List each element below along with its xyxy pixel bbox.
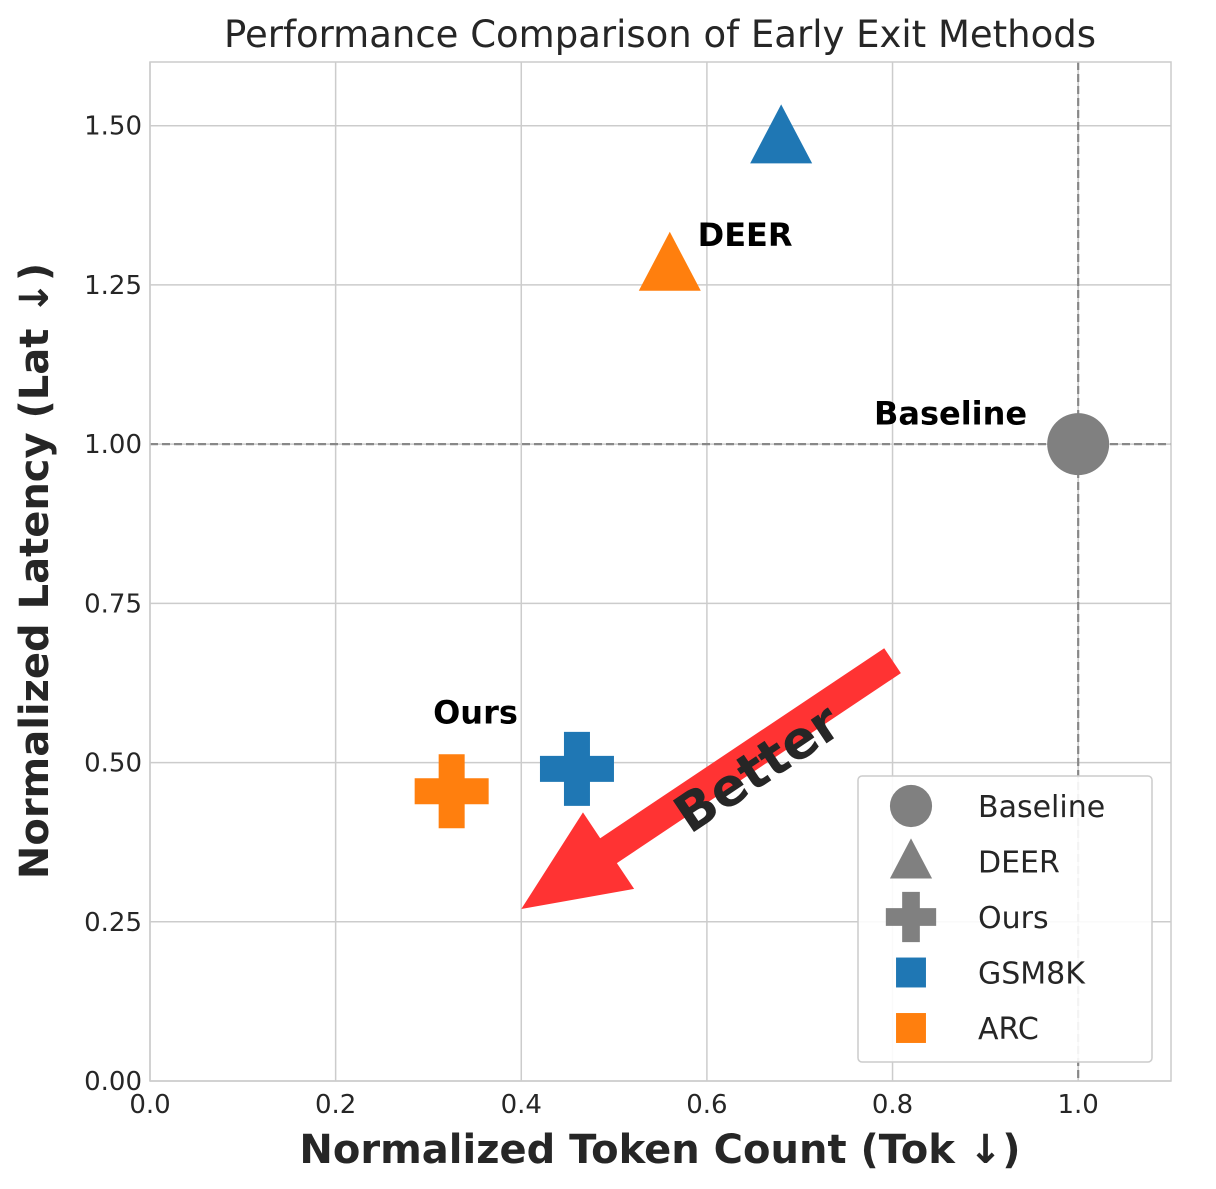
chart-title: Performance Comparison of Early Exit Met…: [224, 13, 1096, 56]
ours-annotation: Ours: [433, 694, 518, 732]
legend-marker-arc: [896, 1013, 926, 1043]
legend-marker-deer: [889, 838, 933, 879]
x-axis-label: Normalized Token Count (Tok ↓): [299, 1127, 1020, 1173]
legend-label-ours: Ours: [978, 901, 1049, 936]
deer-gsm8k-point: [750, 104, 813, 164]
y-axis-label: Normalized Latency (Lat ↓): [12, 263, 58, 879]
x-tick-label: 1.0: [1058, 1090, 1099, 1120]
legend-marker-baseline: [889, 784, 933, 828]
y-tick-label: 0.00: [84, 1067, 142, 1097]
ticks: 0.0 0.2 0.4 0.6 0.8 1.0 0.00 0.25 0.50 0.75 1.00 1.…: [84, 112, 1099, 1120]
legend-label-gsm8k: GSM8K: [978, 957, 1086, 992]
legend-box: [857, 775, 1153, 1063]
ours-gsm8k-point: [539, 731, 614, 806]
x-tick-label: 0.8: [872, 1090, 913, 1120]
plot-frame: [149, 61, 1172, 1082]
deer-arc-point: [638, 231, 701, 291]
x-tick-label: 0.2: [315, 1090, 356, 1120]
y-tick-label: 0.75: [84, 589, 142, 619]
x-tick-label: 0.4: [501, 1090, 542, 1120]
legend-marker-gsm8k: [896, 957, 926, 988]
reference-lines: [150, 62, 1171, 1081]
y-tick-label: 0.25: [84, 908, 142, 938]
baseline-point: [1047, 413, 1110, 476]
y-tick-label: 0.50: [84, 749, 142, 779]
better-arrow: [521, 648, 901, 910]
annotations: Baseline DEER Ours: [433, 216, 1027, 732]
deer-annotation: DEER: [698, 216, 793, 254]
x-tick-label: 0.0: [129, 1090, 170, 1120]
legend-label-deer: DEER: [978, 846, 1060, 881]
legend-label-baseline: Baseline: [978, 790, 1105, 825]
baseline-annotation: Baseline: [874, 394, 1027, 432]
y-tick-label: 1.25: [84, 271, 142, 301]
ours-arc-point: [414, 754, 489, 829]
data-points: [414, 104, 1110, 829]
legend-marker-ours: [885, 891, 937, 943]
y-tick-label: 1.50: [84, 112, 142, 142]
legend: Baseline DEER Ours GSM8K ARC: [857, 775, 1153, 1063]
legend-label-arc: ARC: [978, 1012, 1039, 1047]
x-tick-label: 0.6: [686, 1090, 727, 1120]
y-tick-label: 1.00: [84, 430, 142, 460]
